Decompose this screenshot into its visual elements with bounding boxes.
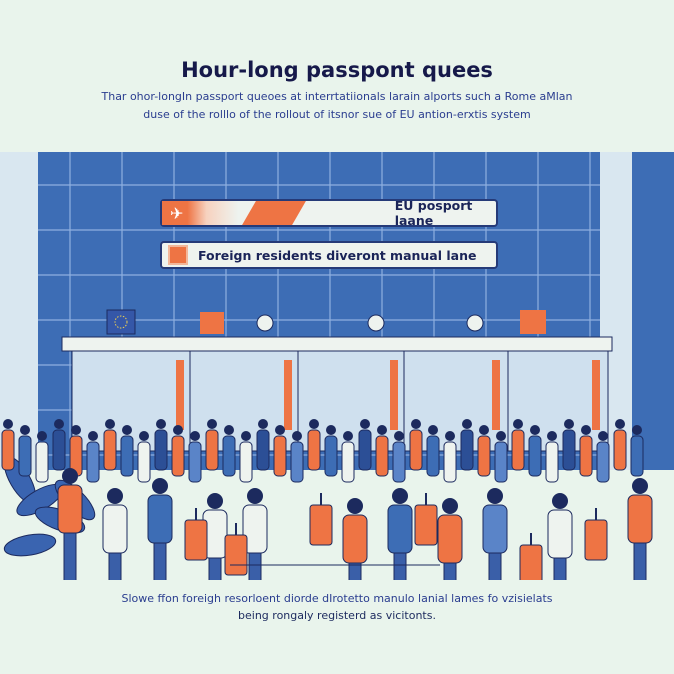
booth-post — [284, 360, 292, 430]
person — [482, 488, 508, 580]
sign-foreign-lane: Foreign residents diveront manual lane — [160, 241, 498, 269]
eu-lane-label: EU posport laane — [394, 198, 473, 228]
left-pillar — [0, 152, 38, 472]
suitcase — [184, 508, 208, 561]
person — [613, 419, 627, 471]
person — [102, 488, 128, 580]
floor — [0, 470, 674, 580]
person — [137, 431, 151, 483]
document-icon — [168, 245, 188, 265]
person — [86, 431, 100, 483]
person — [562, 419, 576, 471]
clock-icon — [256, 314, 274, 332]
person — [103, 419, 117, 471]
caption-line-2: being rongaly registerd as vicitonts. — [238, 609, 436, 622]
person — [443, 431, 457, 483]
person — [630, 425, 644, 477]
suitcase — [584, 508, 608, 561]
person — [202, 493, 228, 580]
person — [154, 419, 168, 471]
booth-post — [592, 360, 600, 430]
person — [409, 419, 423, 471]
person — [358, 419, 372, 471]
suitcase — [519, 533, 543, 580]
person — [18, 425, 32, 477]
person — [341, 431, 355, 483]
person — [290, 431, 304, 483]
suitcase — [414, 493, 438, 546]
clock-icon — [367, 314, 385, 332]
booth — [507, 350, 609, 452]
person — [222, 425, 236, 477]
person — [1, 419, 15, 471]
person — [392, 431, 406, 483]
booth-post — [492, 360, 500, 430]
subtitle-line-1: Thar ohor-longIn passport queoes at inte… — [101, 90, 573, 103]
person — [57, 468, 83, 580]
person — [273, 425, 287, 477]
person — [627, 478, 653, 580]
person — [579, 425, 593, 477]
person — [494, 431, 508, 483]
person — [256, 419, 270, 471]
leaf — [3, 533, 57, 557]
person — [437, 498, 463, 580]
person — [528, 425, 542, 477]
person — [477, 425, 491, 477]
person — [205, 419, 219, 471]
person — [147, 478, 173, 580]
person — [375, 425, 389, 477]
sign-eu-lane: ✈ EU posport laane — [160, 198, 498, 228]
person — [188, 431, 202, 483]
caption-line-1: Slowe ffon foreigh resorloent diorde dIr… — [121, 592, 553, 605]
person — [426, 425, 440, 477]
person — [545, 431, 559, 483]
crowd — [1, 419, 653, 580]
person — [342, 498, 368, 580]
person — [307, 419, 321, 471]
clock-icon — [466, 314, 484, 332]
person — [239, 431, 253, 483]
sign-icon — [200, 312, 224, 334]
person — [171, 425, 185, 477]
page-title: Hour-long passpont quees — [181, 58, 493, 82]
booth-post — [176, 360, 184, 430]
passport-booths — [71, 350, 609, 452]
booth-post — [390, 360, 398, 430]
gate-canopy — [61, 336, 613, 352]
suitcase — [309, 493, 333, 546]
person — [460, 419, 474, 471]
person — [324, 425, 338, 477]
subtitle-line-2: duse of the rolllo of the rollout of its… — [143, 108, 531, 121]
person — [596, 431, 610, 483]
person — [52, 419, 66, 471]
person — [120, 425, 134, 477]
foreign-lane-label: Foreign residents diveront manual lane — [198, 247, 477, 263]
person — [511, 419, 525, 471]
arrow-sign-icon — [520, 310, 546, 334]
person — [35, 431, 49, 483]
eu-flag-icon — [106, 309, 136, 335]
person — [547, 493, 573, 580]
